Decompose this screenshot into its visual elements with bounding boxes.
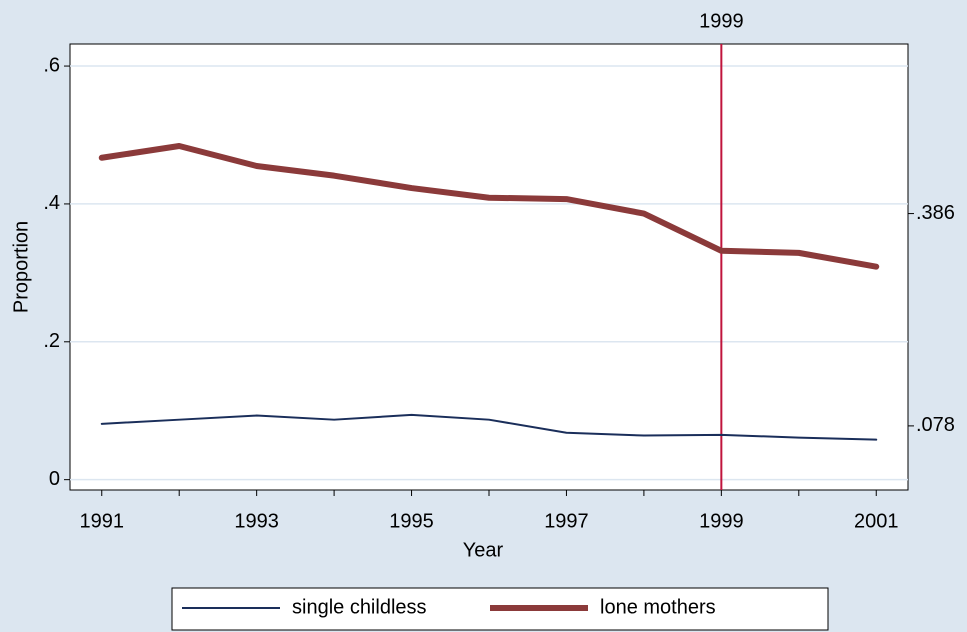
plot-area <box>69 43 909 491</box>
x-axis-label: Year <box>463 539 504 561</box>
y-axis-label: Proportion <box>10 221 32 313</box>
x-tick-label: 1997 <box>544 510 589 532</box>
y-tick-label: 0 <box>49 468 60 490</box>
legend-label: single childless <box>292 596 427 618</box>
x-tick-label: 1999 <box>699 510 744 532</box>
y-tick-label: .2 <box>43 330 60 352</box>
x-tick-label: 2001 <box>854 510 899 532</box>
y-tick-label: .6 <box>43 54 60 76</box>
reference-line-label: 1999 <box>699 10 744 32</box>
x-tick-label: 1995 <box>389 510 434 532</box>
y2-tick-label: .078 <box>916 414 955 436</box>
y-tick-label: .4 <box>43 192 60 214</box>
data-line <box>100 413 878 441</box>
legend-label: lone mothers <box>600 596 716 618</box>
x-tick-label: 1993 <box>234 510 279 532</box>
data-line <box>98 143 880 270</box>
y2-tick-label: .386 <box>916 202 955 224</box>
x-tick-label: 1991 <box>80 510 125 532</box>
